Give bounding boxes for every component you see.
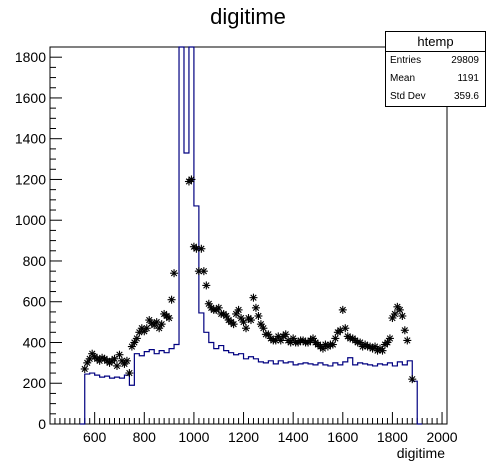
x-tick-label: 1800 <box>377 429 408 445</box>
data-point-marker <box>398 312 406 320</box>
y-tick-label: 0 <box>38 416 46 432</box>
data-point-marker <box>252 304 260 312</box>
data-point-marker <box>170 269 178 277</box>
marker-series <box>81 175 417 383</box>
y-tick-label: 1400 <box>15 131 46 147</box>
data-point-marker <box>254 312 262 320</box>
x-tick-label: 600 <box>83 429 107 445</box>
histogram-series <box>80 47 422 424</box>
data-point-marker <box>247 316 255 324</box>
x-tick-label: 1000 <box>178 429 209 445</box>
stats-value: 359.6 <box>454 88 479 106</box>
data-point-marker <box>249 294 257 302</box>
stats-label: Std Dev <box>390 88 426 106</box>
data-point-marker <box>386 334 394 342</box>
y-tick-label: 1200 <box>15 171 46 187</box>
histogram-line <box>80 47 422 424</box>
stats-box-title: htemp <box>386 32 485 52</box>
x-tick-label: 800 <box>133 429 157 445</box>
chart-title: digitime <box>210 4 286 29</box>
x-tick-label: 1200 <box>228 429 259 445</box>
data-point-marker <box>403 336 411 344</box>
y-tick-label: 1000 <box>15 212 46 228</box>
y-tick-label: 800 <box>23 253 47 269</box>
x-axis-label: digitime <box>397 445 445 461</box>
y-axis: 0 200 400 600 800 1000 1200 1400 1600 1800 <box>15 47 62 432</box>
stats-box: htemp Entries 29809 Mean 1191 Std Dev 35… <box>385 31 486 107</box>
data-point-marker <box>165 314 173 322</box>
stats-row-entries: Entries 29809 <box>386 52 485 70</box>
y-tick-label: 400 <box>23 334 47 350</box>
y-tick-label: 200 <box>23 375 47 391</box>
x-axis: 600 800 1000 1200 1400 1600 1800 2000 <box>50 412 458 445</box>
data-point-marker <box>242 324 250 332</box>
data-point-marker <box>125 369 133 377</box>
stats-label: Mean <box>390 70 415 88</box>
y-tick-label: 600 <box>23 294 47 310</box>
data-point-marker <box>408 375 416 383</box>
y-tick-label: 1800 <box>15 49 46 65</box>
stats-label: Entries <box>390 52 421 70</box>
stats-row-stddev: Std Dev 359.6 <box>386 88 485 106</box>
data-point-marker <box>158 320 166 328</box>
stats-value: 29809 <box>451 52 479 70</box>
data-point-marker <box>202 281 210 289</box>
x-tick-label: 1600 <box>327 429 358 445</box>
y-tick-label: 1600 <box>15 90 46 106</box>
data-point-marker <box>341 324 349 332</box>
x-tick-label: 2000 <box>426 429 457 445</box>
data-point-marker <box>168 296 176 304</box>
data-point-marker <box>339 306 347 314</box>
x-tick-label: 1400 <box>278 429 309 445</box>
data-point-marker <box>111 355 119 363</box>
stats-row-mean: Mean 1191 <box>386 70 485 88</box>
data-point-marker <box>235 306 243 314</box>
data-point-marker <box>391 310 399 318</box>
data-point-marker <box>401 326 409 334</box>
data-point-marker <box>230 320 238 328</box>
stats-value: 1191 <box>457 70 479 88</box>
